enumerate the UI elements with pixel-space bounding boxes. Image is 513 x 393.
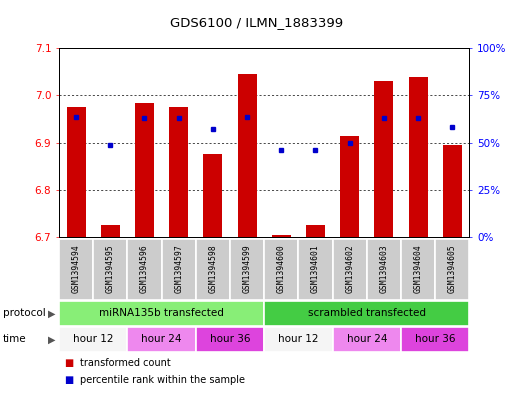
Bar xyxy=(101,225,120,237)
Text: ■: ■ xyxy=(64,375,73,385)
Text: hour 24: hour 24 xyxy=(347,334,387,344)
Bar xyxy=(127,327,196,352)
Text: ▶: ▶ xyxy=(48,334,55,344)
Bar xyxy=(230,239,264,300)
Text: GSM1394602: GSM1394602 xyxy=(345,244,354,292)
Text: hour 24: hour 24 xyxy=(142,334,182,344)
Bar xyxy=(59,239,93,300)
Bar xyxy=(332,239,367,300)
Bar xyxy=(59,301,264,326)
Bar xyxy=(367,239,401,300)
Bar xyxy=(340,136,359,237)
Text: protocol: protocol xyxy=(3,309,45,318)
Bar xyxy=(401,239,435,300)
Text: time: time xyxy=(3,334,26,344)
Text: GSM1394603: GSM1394603 xyxy=(380,244,388,292)
Text: hour 12: hour 12 xyxy=(278,334,319,344)
Text: GSM1394594: GSM1394594 xyxy=(72,244,81,292)
Bar xyxy=(238,74,256,237)
Bar xyxy=(196,239,230,300)
Text: ■: ■ xyxy=(64,358,73,367)
Bar xyxy=(59,327,127,352)
Bar xyxy=(196,327,264,352)
Bar xyxy=(272,235,291,237)
Text: GSM1394597: GSM1394597 xyxy=(174,244,183,292)
Bar xyxy=(135,103,154,237)
Bar xyxy=(401,327,469,352)
Text: hour 36: hour 36 xyxy=(210,334,250,344)
Text: GSM1394595: GSM1394595 xyxy=(106,244,115,292)
Text: scrambled transfected: scrambled transfected xyxy=(308,309,426,318)
Bar xyxy=(264,301,469,326)
Text: GSM1394604: GSM1394604 xyxy=(413,244,423,292)
Text: GDS6100 / ILMN_1883399: GDS6100 / ILMN_1883399 xyxy=(170,16,343,29)
Bar xyxy=(127,239,162,300)
Bar xyxy=(204,154,222,237)
Text: hour 12: hour 12 xyxy=(73,334,113,344)
Text: GSM1394605: GSM1394605 xyxy=(448,244,457,292)
Text: percentile rank within the sample: percentile rank within the sample xyxy=(80,375,245,385)
Bar xyxy=(162,239,196,300)
Text: GSM1394596: GSM1394596 xyxy=(140,244,149,292)
Text: GSM1394599: GSM1394599 xyxy=(243,244,251,292)
Bar xyxy=(306,225,325,237)
Text: GSM1394598: GSM1394598 xyxy=(208,244,218,292)
Bar xyxy=(264,327,332,352)
Text: miRNA135b transfected: miRNA135b transfected xyxy=(99,309,224,318)
Bar xyxy=(435,239,469,300)
Bar xyxy=(332,327,401,352)
Bar xyxy=(299,239,332,300)
Bar xyxy=(93,239,127,300)
Text: hour 36: hour 36 xyxy=(415,334,456,344)
Text: GSM1394600: GSM1394600 xyxy=(277,244,286,292)
Bar xyxy=(264,239,299,300)
Bar xyxy=(443,145,462,237)
Bar xyxy=(67,107,86,237)
Text: transformed count: transformed count xyxy=(80,358,170,367)
Text: GSM1394601: GSM1394601 xyxy=(311,244,320,292)
Bar xyxy=(409,77,427,237)
Bar xyxy=(169,107,188,237)
Text: ▶: ▶ xyxy=(48,309,55,318)
Bar xyxy=(374,81,393,237)
